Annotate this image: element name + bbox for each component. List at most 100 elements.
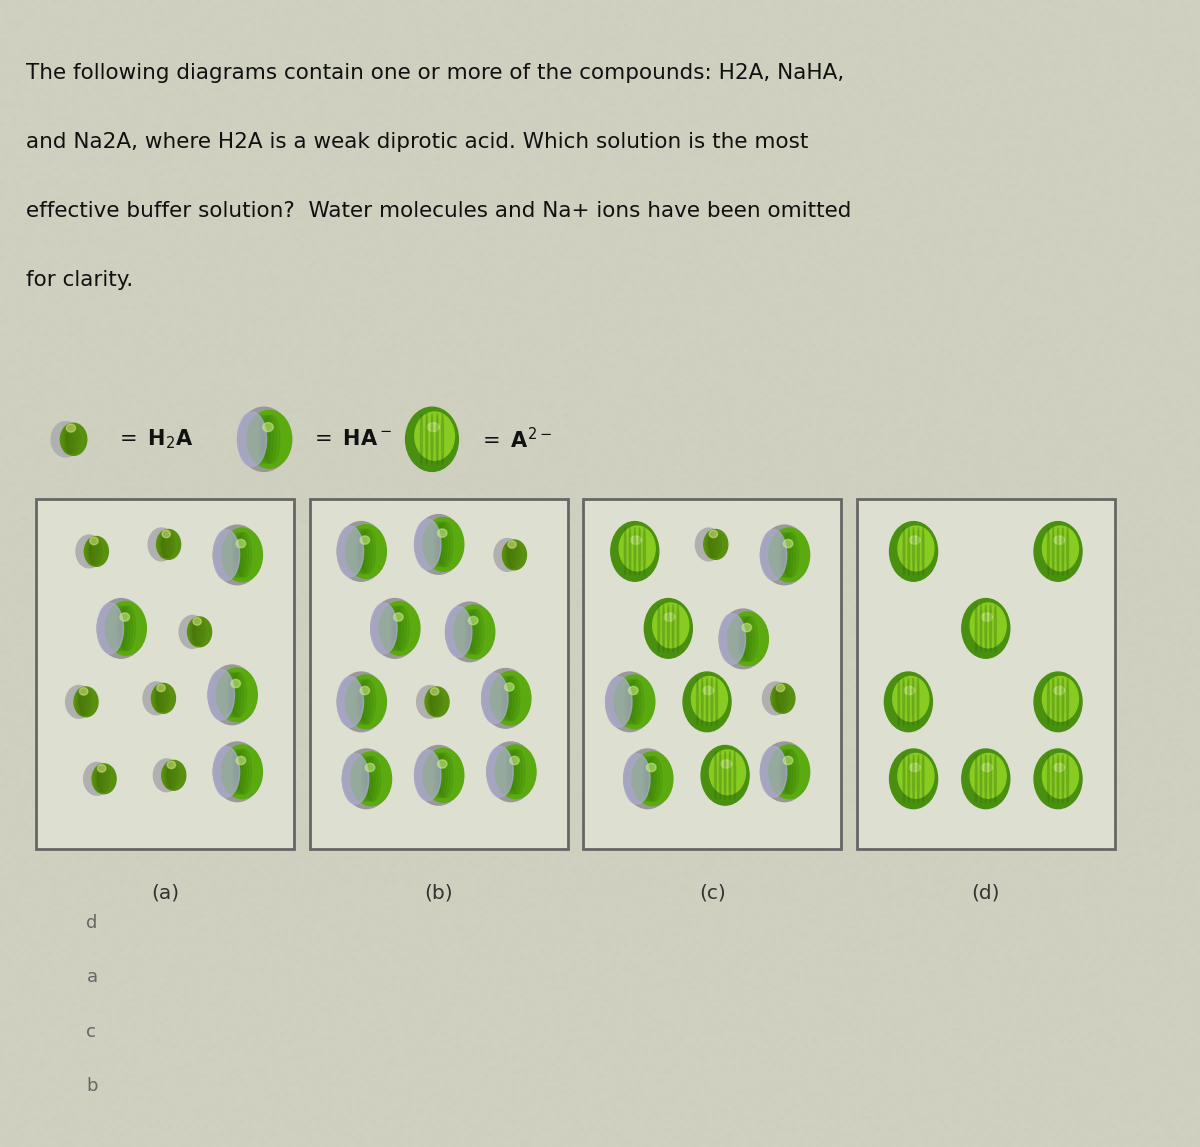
Ellipse shape <box>360 679 373 724</box>
Ellipse shape <box>743 617 757 661</box>
Ellipse shape <box>235 532 246 577</box>
Ellipse shape <box>437 752 448 797</box>
Ellipse shape <box>1062 528 1064 576</box>
Ellipse shape <box>468 616 478 625</box>
Ellipse shape <box>1057 755 1060 803</box>
Ellipse shape <box>1052 755 1055 803</box>
Ellipse shape <box>157 530 181 560</box>
Ellipse shape <box>437 759 446 768</box>
Ellipse shape <box>262 415 274 463</box>
Ellipse shape <box>346 674 386 728</box>
Ellipse shape <box>163 531 175 557</box>
Ellipse shape <box>1052 528 1055 576</box>
Ellipse shape <box>995 604 996 653</box>
Ellipse shape <box>770 684 794 713</box>
Ellipse shape <box>509 541 521 568</box>
Ellipse shape <box>366 757 380 801</box>
Ellipse shape <box>709 750 745 795</box>
Ellipse shape <box>644 757 654 801</box>
Ellipse shape <box>79 688 90 716</box>
Text: The following diagrams contain one or more of the compounds: H2A, NaHA,: The following diagrams contain one or mo… <box>26 63 845 83</box>
Ellipse shape <box>982 612 992 622</box>
Ellipse shape <box>454 606 494 658</box>
Ellipse shape <box>898 526 934 571</box>
Ellipse shape <box>230 672 241 717</box>
Ellipse shape <box>233 532 238 577</box>
Ellipse shape <box>438 522 450 567</box>
Text: (a): (a) <box>151 883 179 903</box>
Ellipse shape <box>424 517 463 571</box>
Ellipse shape <box>233 749 238 794</box>
Text: $=$ A$^{2-}$: $=$ A$^{2-}$ <box>478 427 552 452</box>
Ellipse shape <box>227 672 232 717</box>
Ellipse shape <box>420 414 422 465</box>
Ellipse shape <box>985 604 986 653</box>
Ellipse shape <box>157 685 168 712</box>
Ellipse shape <box>740 617 749 661</box>
Ellipse shape <box>761 747 787 797</box>
Ellipse shape <box>742 623 751 632</box>
Ellipse shape <box>1048 528 1050 576</box>
Text: (c): (c) <box>698 883 726 903</box>
Ellipse shape <box>360 686 370 695</box>
Ellipse shape <box>971 754 1007 798</box>
Ellipse shape <box>502 676 509 720</box>
Ellipse shape <box>90 538 102 564</box>
Ellipse shape <box>780 749 785 794</box>
Ellipse shape <box>990 604 991 653</box>
Ellipse shape <box>392 606 403 650</box>
Ellipse shape <box>371 599 419 658</box>
Ellipse shape <box>431 688 443 716</box>
Ellipse shape <box>359 679 370 724</box>
Ellipse shape <box>647 757 659 801</box>
Ellipse shape <box>236 749 248 794</box>
Ellipse shape <box>431 688 442 716</box>
Ellipse shape <box>638 528 641 576</box>
Ellipse shape <box>431 688 439 695</box>
Ellipse shape <box>379 601 420 655</box>
Ellipse shape <box>762 682 788 715</box>
Ellipse shape <box>390 606 395 650</box>
Ellipse shape <box>193 618 204 646</box>
Ellipse shape <box>672 604 674 653</box>
Ellipse shape <box>468 609 479 654</box>
Ellipse shape <box>761 742 809 802</box>
FancyBboxPatch shape <box>310 499 568 849</box>
Ellipse shape <box>356 679 361 724</box>
Ellipse shape <box>902 678 905 726</box>
Ellipse shape <box>120 612 130 622</box>
Ellipse shape <box>644 757 650 801</box>
Ellipse shape <box>234 749 240 794</box>
Ellipse shape <box>415 515 463 575</box>
Ellipse shape <box>696 528 722 561</box>
Ellipse shape <box>467 609 475 654</box>
Ellipse shape <box>337 677 364 727</box>
Ellipse shape <box>425 687 449 717</box>
Ellipse shape <box>481 669 529 728</box>
Ellipse shape <box>619 526 655 571</box>
Ellipse shape <box>1043 677 1079 721</box>
Ellipse shape <box>509 749 520 794</box>
Ellipse shape <box>624 528 626 576</box>
Ellipse shape <box>90 538 101 564</box>
Ellipse shape <box>739 617 746 661</box>
Ellipse shape <box>79 688 88 695</box>
Ellipse shape <box>416 686 443 718</box>
Ellipse shape <box>667 604 670 653</box>
Ellipse shape <box>701 746 749 805</box>
Ellipse shape <box>776 684 785 692</box>
Ellipse shape <box>162 530 170 538</box>
Ellipse shape <box>494 538 521 571</box>
Ellipse shape <box>500 676 505 720</box>
Ellipse shape <box>427 422 439 431</box>
Ellipse shape <box>904 755 905 803</box>
Ellipse shape <box>913 755 914 803</box>
Ellipse shape <box>216 668 257 721</box>
Ellipse shape <box>683 672 731 732</box>
Ellipse shape <box>151 684 175 713</box>
Ellipse shape <box>84 763 110 795</box>
Ellipse shape <box>60 423 86 455</box>
Ellipse shape <box>971 603 1007 648</box>
Ellipse shape <box>703 686 714 695</box>
Ellipse shape <box>1062 678 1064 726</box>
